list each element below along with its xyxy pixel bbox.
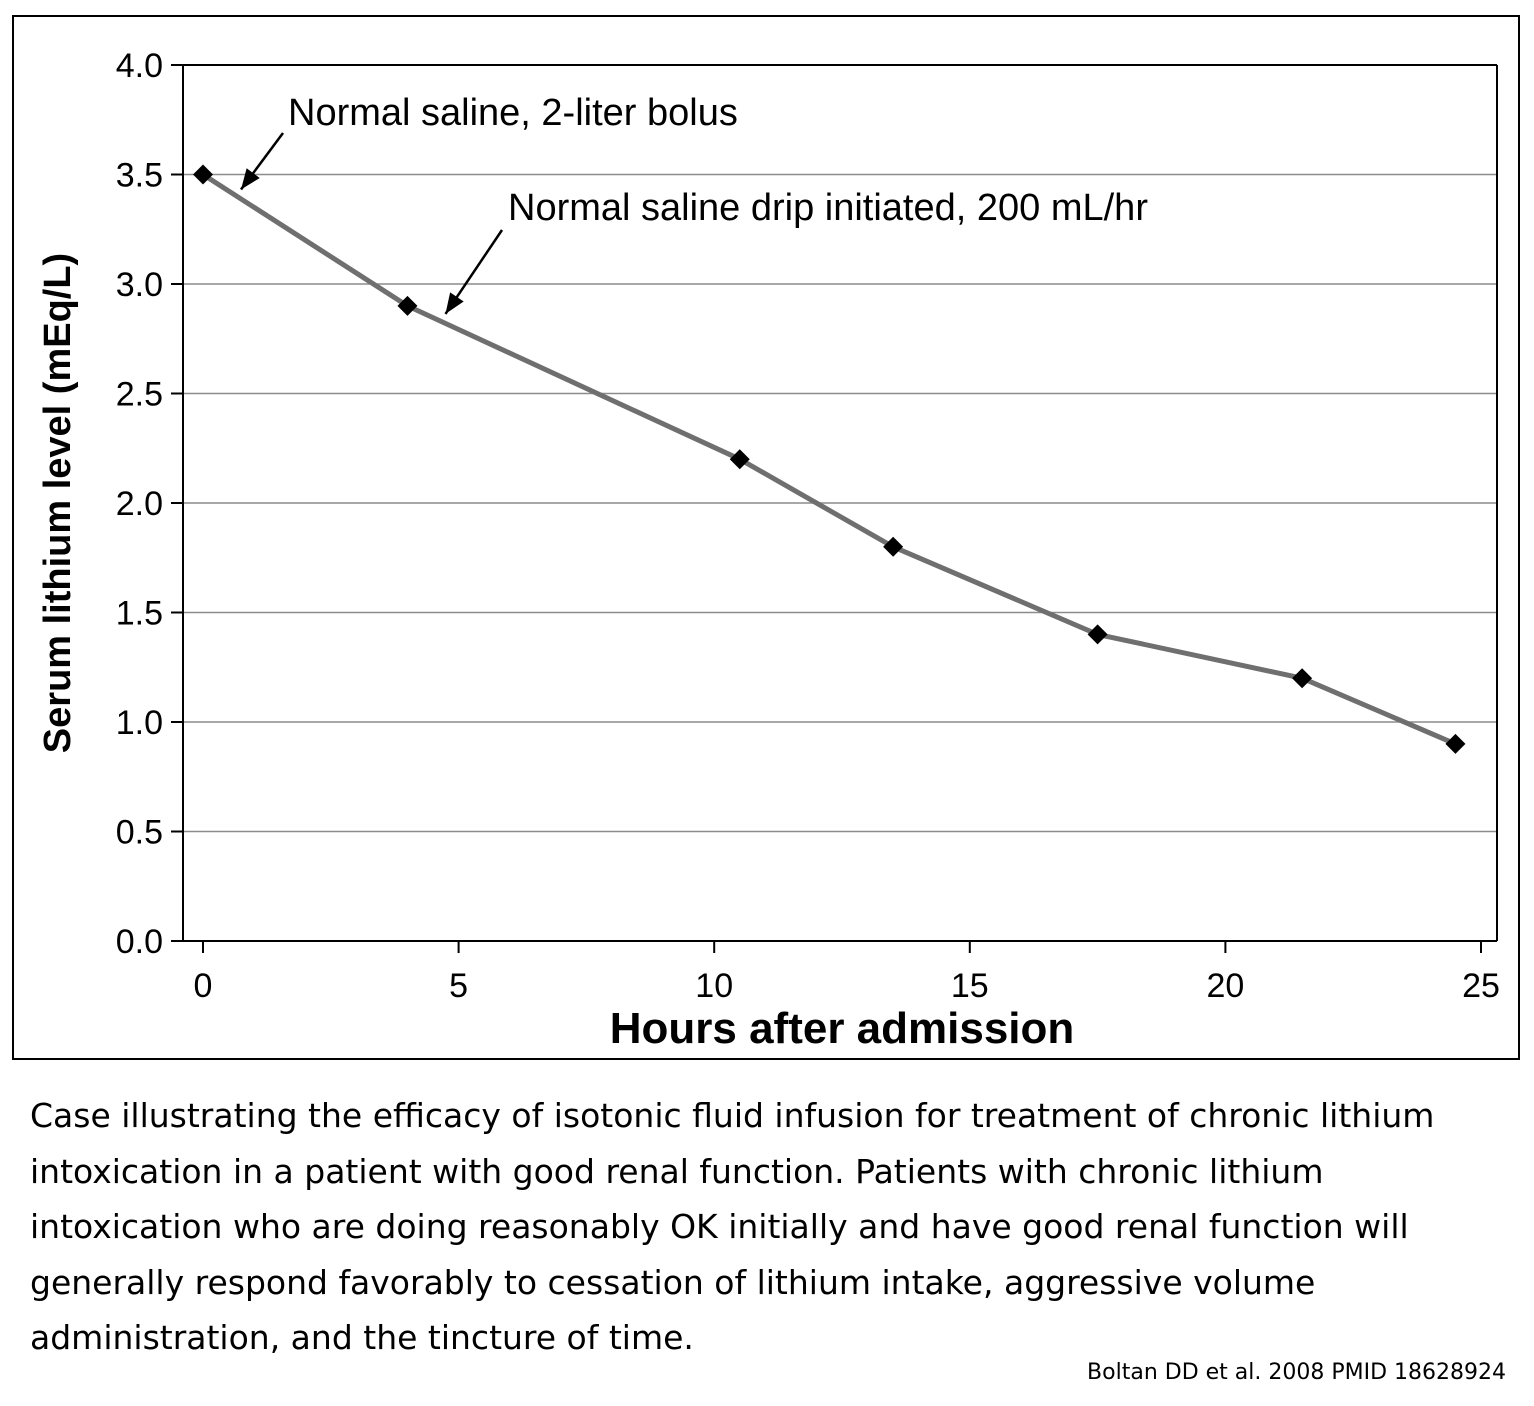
x-tick-label: 20 — [1206, 967, 1244, 1005]
data-point — [193, 164, 213, 185]
chart-frame — [12, 15, 1520, 1060]
annotation-arrow-head — [241, 168, 260, 190]
y-axis-title: Serum lithium level (mEq/L) — [37, 253, 79, 753]
data-point — [1445, 733, 1466, 754]
figure-caption: Case illustrating the efficacy of isoton… — [30, 1096, 1435, 1357]
y-tick-label: 3.5 — [116, 157, 163, 195]
data-point — [1087, 624, 1108, 645]
x-tick-label: 15 — [951, 967, 989, 1005]
line-chart: Normal saline, 2-liter bolus Normal salin… — [37, 47, 1500, 1053]
data-point — [729, 449, 750, 470]
citation: Boltan DD et al. 2008 PMID 18628924 — [1087, 1360, 1506, 1385]
y-tick-label: 0.5 — [116, 814, 163, 852]
y-tick-label: 0.0 — [116, 923, 163, 961]
annotation-label: Normal saline, 2-liter bolus — [288, 92, 738, 134]
y-tick-label: 4.0 — [116, 47, 163, 85]
data-point — [883, 536, 904, 557]
x-tick-label: 10 — [695, 967, 733, 1005]
annotation-arrow-head — [445, 292, 464, 314]
x-tick-label: 25 — [1462, 967, 1500, 1005]
data-point — [397, 295, 418, 316]
y-tick-label: 1.0 — [116, 704, 163, 742]
data-point — [1292, 668, 1313, 689]
y-tick-label: 2.5 — [116, 376, 163, 414]
y-tick-label: 2.0 — [116, 485, 163, 523]
x-tick-label: 5 — [449, 967, 468, 1005]
y-tick-label: 1.5 — [116, 595, 163, 633]
x-axis-title: Hours after admission — [610, 1004, 1075, 1053]
series-line — [201, 172, 1457, 747]
annotation-label: Normal saline drip initiated, 200 mL/hr — [508, 187, 1148, 229]
x-tick-label: 0 — [194, 967, 213, 1005]
y-tick-label: 3.0 — [116, 266, 163, 304]
